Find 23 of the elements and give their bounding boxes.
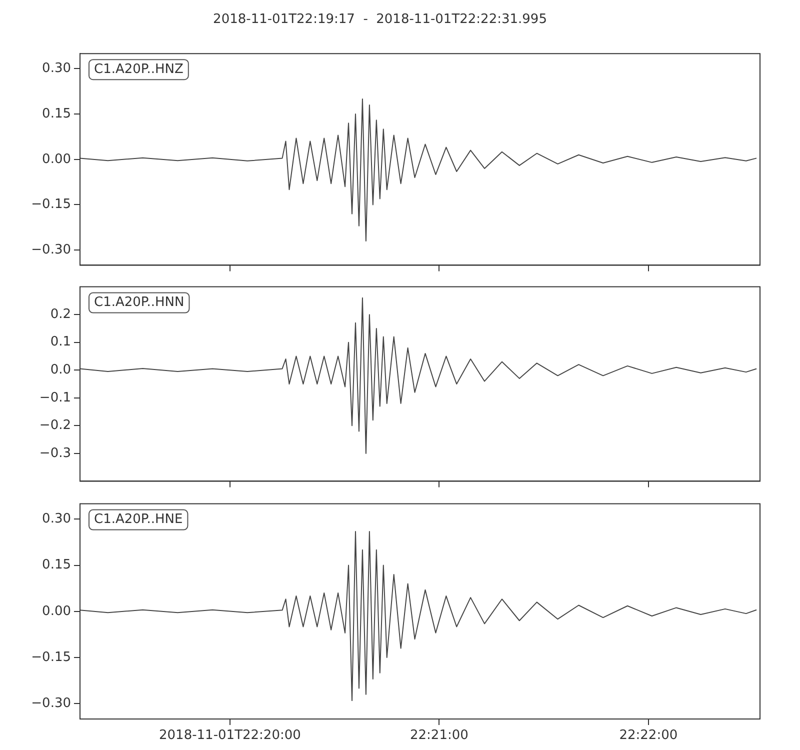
y-tick-label: 0.15 xyxy=(42,106,71,122)
annotation: C1.A20P..HNN xyxy=(94,295,184,310)
y-tick-label: −0.30 xyxy=(31,696,71,712)
chart-title: 2018-11-01T22:19:17 - 2018-11-01T22:22:31.995 xyxy=(213,12,547,28)
y-tick-label: −0.15 xyxy=(31,650,71,665)
x-tick-label: 22:21:00 xyxy=(410,728,468,744)
y-tick-label: 0.15 xyxy=(42,558,71,573)
y-tick-label: 0.30 xyxy=(42,512,71,527)
y-tick-label: 0.30 xyxy=(42,61,71,76)
y-tick-label: −0.1 xyxy=(39,390,71,406)
y-tick-label: 0.2 xyxy=(50,306,71,322)
y-tick-label: −0.30 xyxy=(31,242,71,258)
x-tick-label: 22:22:00 xyxy=(619,728,678,744)
x-tick-label: 2018-11-01T22:20:00 xyxy=(159,728,301,744)
y-tick-label: 0.00 xyxy=(42,152,71,167)
y-tick-label: −0.15 xyxy=(31,197,71,212)
y-tick-label: 0.0 xyxy=(50,362,71,378)
y-tick-label: 0.00 xyxy=(42,604,71,619)
y-tick-label: −0.3 xyxy=(39,446,71,461)
annotation: C1.A20P..HNZ xyxy=(94,62,184,77)
annotation: C1.A20P..HNE xyxy=(94,512,183,528)
y-tick-label: −0.2 xyxy=(39,418,71,434)
y-tick-label: 0.1 xyxy=(50,334,71,350)
